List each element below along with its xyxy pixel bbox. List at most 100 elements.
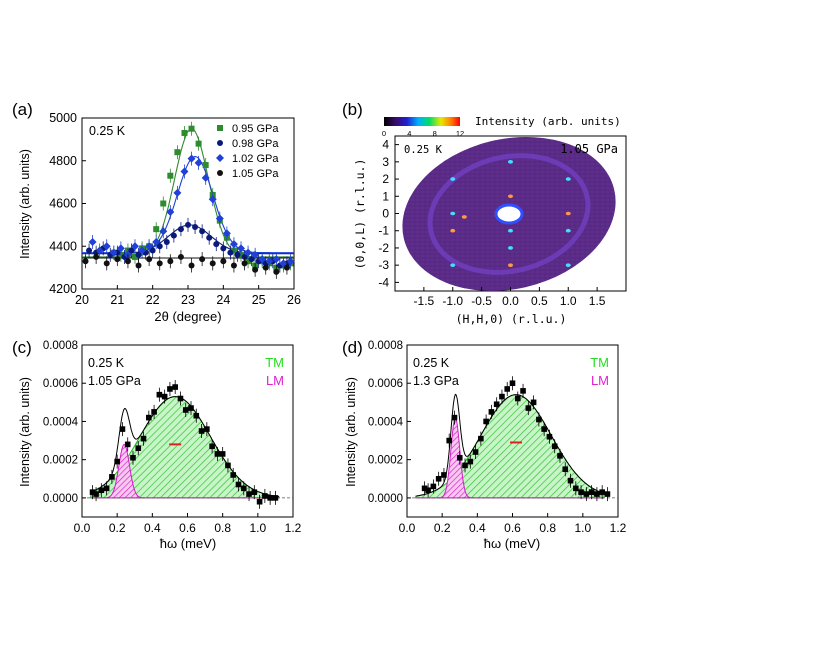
- data-point: [246, 491, 252, 497]
- x-tick-label-a: 20: [75, 293, 89, 307]
- axes-a: 20 21 22 23 24 25 26 4200 4400 4600 4800 5000: [49, 111, 301, 307]
- bragg-spot: [508, 194, 513, 199]
- data-point-a: [227, 249, 234, 256]
- bragg-spot: [508, 246, 513, 250]
- data-point: [256, 498, 263, 505]
- data-point: [240, 485, 247, 492]
- colorbar-tick-label: 4: [407, 129, 411, 138]
- y-tick-label: 0.0002: [43, 455, 78, 467]
- x-tick-label: 1.2: [285, 521, 302, 535]
- y-tick-label-b: 2: [382, 172, 389, 186]
- data-point-a: [93, 253, 100, 260]
- bragg-spot: [450, 263, 456, 267]
- panel-b: (b) 0 4 8 12 Intensity (arb. units) 0.25 K …: [342, 100, 627, 326]
- y-tick-label-b: -3: [378, 258, 389, 272]
- data-point: [103, 485, 110, 492]
- data-point-a: [251, 250, 260, 259]
- data-point: [130, 454, 136, 461]
- legend-lm-d: LM: [591, 373, 609, 388]
- legend-label-a: 1.05 GPa: [232, 168, 279, 180]
- data-point: [124, 441, 131, 448]
- x-axis-label-c: ħω (meV): [160, 536, 216, 551]
- data-point: [188, 405, 194, 411]
- data-point: [225, 462, 231, 469]
- data-point-a: [185, 221, 191, 228]
- annotation-c-temperature: 0.25 K: [88, 356, 125, 370]
- legend-label-a: 1.02 GPa: [232, 153, 279, 165]
- data-point-a: [283, 264, 290, 271]
- data-point-a: [244, 248, 253, 257]
- y-tick-label-b: -2: [378, 241, 389, 255]
- annotation-d-temperature: 0.25 K: [413, 356, 450, 370]
- data-point: [146, 414, 152, 421]
- data-point: [573, 485, 579, 492]
- data-point: [472, 449, 479, 455]
- data-point: [430, 483, 437, 490]
- y-tick-label-b: 0: [382, 207, 389, 221]
- data-point-a: [230, 262, 237, 269]
- colorbar-tick-label: 8: [433, 129, 437, 138]
- data-point: [119, 426, 126, 432]
- data-point: [488, 409, 495, 415]
- panel-d: (d) 0.0 0.2 0.4 0.6 0.8 1.0 1.20.00000.00020.0…: [342, 338, 627, 551]
- data-point-a: [206, 234, 213, 241]
- y-tick-label-a: 4800: [49, 154, 77, 168]
- x-tick-label: 0.0: [74, 521, 91, 535]
- data-point: [462, 462, 468, 469]
- data-point-a: [82, 258, 89, 265]
- x-tick-label-a: 25: [252, 293, 266, 307]
- data-point: [89, 489, 96, 495]
- x-tick-label-b: 0.5: [531, 294, 548, 308]
- y-tick-label: 0.0008: [368, 340, 403, 352]
- legend-a: 0.95 GPa 0.98 GPa 1.02 GPa 1.05 GPa: [216, 123, 279, 180]
- data-point: [578, 489, 584, 495]
- x-tick-label: 1.2: [610, 521, 627, 535]
- data-point: [151, 409, 157, 415]
- data-point: [272, 495, 279, 501]
- data-point: [514, 395, 521, 402]
- data-point: [557, 453, 563, 459]
- annotation-b-temperature: 0.25 K: [404, 144, 443, 156]
- data-point-a: [209, 260, 216, 267]
- data-point: [114, 458, 120, 465]
- x-tick-label-a: 21: [110, 293, 124, 307]
- panel-label-a: (a): [12, 100, 33, 119]
- x-tick-label-b: 1.5: [589, 294, 606, 308]
- data-point: [425, 487, 431, 494]
- data-point: [441, 472, 447, 478]
- data-point: [219, 451, 226, 457]
- data-point: [478, 435, 484, 442]
- bragg-spot: [450, 228, 456, 233]
- data-point: [230, 472, 237, 478]
- legend-tm-d: TM: [590, 355, 609, 370]
- data-point-a: [153, 226, 160, 233]
- x-axis-label-b: (H,H,0) (r.l.u.): [456, 312, 567, 326]
- data-point-a: [163, 238, 170, 245]
- data-point-a: [262, 264, 269, 271]
- annotation-c-pressure: 1.05 GPa: [88, 374, 141, 388]
- y-tick-label-b: 4: [382, 138, 389, 152]
- data-point-a: [159, 227, 168, 236]
- data-point: [235, 481, 242, 488]
- data-point: [536, 416, 542, 423]
- data-point: [214, 451, 221, 457]
- data-point: [541, 426, 547, 432]
- data-point: [467, 458, 474, 465]
- data-point-a: [167, 172, 174, 179]
- data-point-a: [174, 149, 181, 156]
- x-tick-label-b: -0.5: [471, 294, 492, 308]
- data-point-a: [194, 158, 203, 167]
- bragg-spot: [450, 177, 456, 181]
- legend-marker-a: [217, 125, 223, 131]
- legend-label-a: 0.95 GPa: [232, 123, 279, 135]
- data-point-a: [135, 262, 142, 269]
- data-point: [161, 393, 168, 400]
- data-point-a: [208, 195, 217, 204]
- axes-d: 0.0 0.2 0.4 0.6 0.8 1.0 1.2 0.0000 0.0002 0.0004 0…: [368, 340, 627, 535]
- data-point: [594, 491, 600, 497]
- bragg-spot: [450, 211, 456, 216]
- y-tick-label: 0.0006: [43, 378, 78, 390]
- data-point-a: [273, 268, 280, 275]
- x-axis-label-d: ħω (meV): [484, 536, 540, 551]
